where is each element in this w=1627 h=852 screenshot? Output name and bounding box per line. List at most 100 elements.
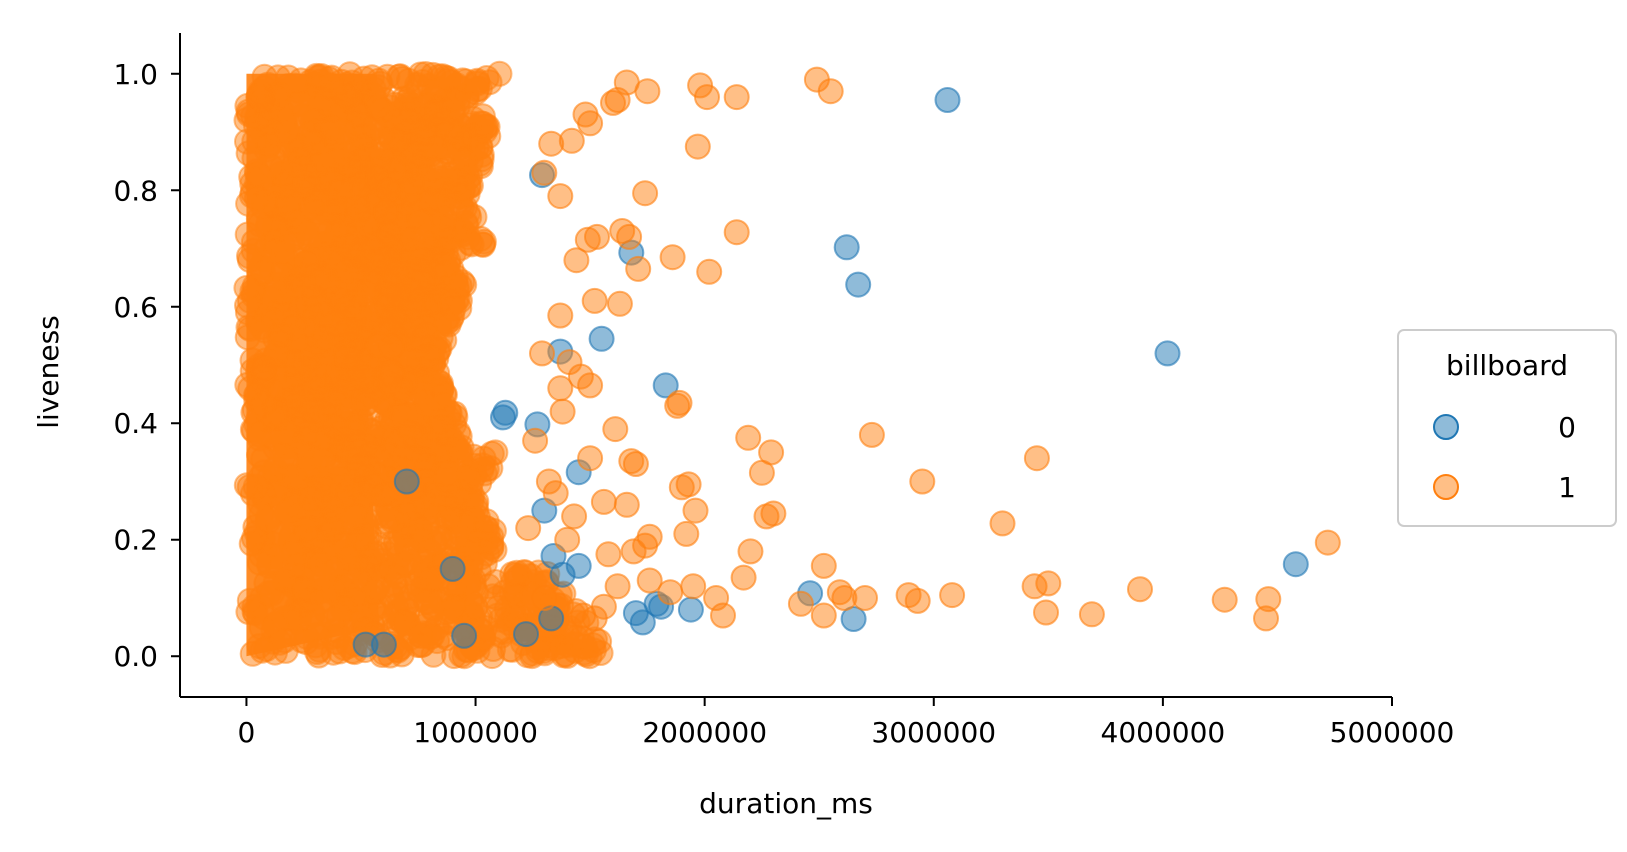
dense-point bbox=[247, 163, 274, 190]
dense-point bbox=[485, 594, 512, 621]
point-series-1 bbox=[522, 427, 549, 454]
dense-point bbox=[511, 559, 538, 586]
dense-point bbox=[303, 528, 330, 555]
dense-point bbox=[304, 639, 330, 665]
point-series-1 bbox=[989, 510, 1016, 537]
dense-point bbox=[352, 566, 379, 593]
point-series-0 bbox=[652, 372, 679, 399]
dense-point bbox=[284, 351, 310, 378]
dense-point bbox=[271, 107, 298, 134]
dense-point bbox=[488, 622, 515, 649]
dense-point bbox=[368, 415, 395, 442]
point-series-1 bbox=[673, 520, 700, 547]
x-tick-label: 5000000 bbox=[1330, 716, 1455, 749]
point-series-1 bbox=[547, 375, 574, 402]
point-series-1 bbox=[657, 579, 684, 606]
point-series-1 bbox=[710, 602, 736, 629]
dense-point bbox=[300, 565, 327, 592]
dense-point bbox=[407, 209, 434, 236]
point-series-0 bbox=[588, 325, 615, 352]
dense-point bbox=[377, 369, 404, 396]
point-series-0 bbox=[1282, 551, 1309, 578]
dense-point bbox=[379, 507, 406, 534]
dense-point bbox=[365, 67, 392, 94]
point-series-1 bbox=[1127, 576, 1153, 603]
dense-point bbox=[248, 86, 275, 113]
dense-point bbox=[241, 525, 267, 552]
dense-point bbox=[478, 440, 505, 467]
point-series-1 bbox=[748, 459, 775, 486]
point-series-1 bbox=[547, 302, 574, 329]
point-series-1 bbox=[602, 416, 629, 443]
dense-point bbox=[263, 612, 290, 639]
dense-point bbox=[312, 264, 339, 291]
dense-point bbox=[300, 129, 327, 156]
dense-point bbox=[378, 333, 405, 360]
dense-point bbox=[336, 233, 363, 260]
point-series-1 bbox=[939, 582, 966, 609]
point-series-1 bbox=[549, 398, 576, 425]
point-series-0 bbox=[451, 622, 478, 649]
point-series-1 bbox=[1033, 599, 1059, 626]
point-series-1 bbox=[590, 488, 617, 515]
dense-point bbox=[397, 420, 424, 447]
dense-point bbox=[315, 390, 342, 417]
dense-point bbox=[313, 324, 340, 351]
point-series-1 bbox=[577, 372, 604, 399]
point-series-1 bbox=[1211, 586, 1238, 613]
point-series-0 bbox=[439, 555, 466, 582]
point-series-1 bbox=[606, 290, 633, 317]
dense-point bbox=[384, 563, 411, 590]
dense-point bbox=[323, 504, 350, 531]
point-series-1 bbox=[810, 552, 837, 579]
dense-point bbox=[250, 446, 277, 473]
point-series-1 bbox=[675, 471, 702, 498]
point-series-0 bbox=[490, 404, 516, 431]
dense-point bbox=[286, 606, 312, 632]
dense-point bbox=[331, 83, 358, 109]
legend-title: billboard bbox=[1446, 349, 1568, 382]
y-tick-label: 0.2 bbox=[113, 524, 158, 557]
point-series-1 bbox=[531, 585, 558, 611]
point-series-1 bbox=[817, 78, 844, 105]
point-series-1 bbox=[1023, 445, 1050, 472]
point-series-1 bbox=[735, 424, 762, 451]
y-axis-label: liveness bbox=[32, 315, 65, 429]
point-series-1 bbox=[810, 602, 837, 629]
dense-point bbox=[373, 197, 399, 224]
dense-point bbox=[420, 641, 447, 668]
dense-point bbox=[290, 154, 317, 181]
point-series-0 bbox=[622, 600, 649, 627]
dense-point bbox=[440, 594, 467, 621]
point-series-1 bbox=[636, 567, 663, 594]
point-series-0 bbox=[677, 596, 704, 623]
dense-point bbox=[350, 364, 377, 391]
dense-point bbox=[335, 317, 362, 344]
dense-point bbox=[424, 75, 451, 102]
dense-point bbox=[382, 260, 409, 287]
point-series-1 bbox=[1035, 570, 1062, 597]
dense-point bbox=[374, 441, 401, 468]
data-points bbox=[352, 66, 1341, 658]
point-series-0 bbox=[1154, 340, 1181, 367]
dense-point bbox=[277, 496, 304, 523]
dense-point bbox=[461, 204, 488, 230]
point-series-1 bbox=[563, 247, 590, 274]
point-series-0 bbox=[934, 87, 961, 113]
legend: billboard 0 1 bbox=[1397, 329, 1617, 527]
dense-point bbox=[233, 275, 260, 301]
point-series-0 bbox=[370, 631, 397, 658]
point-series-1 bbox=[542, 480, 569, 507]
legend-marker-1 bbox=[1433, 474, 1459, 500]
y-tick-label: 0.6 bbox=[113, 291, 158, 324]
dense-point bbox=[250, 391, 277, 418]
dense-point bbox=[385, 282, 412, 309]
dense-point bbox=[435, 504, 462, 531]
dense-point bbox=[283, 383, 310, 410]
dense-point bbox=[310, 447, 337, 474]
point-series-1 bbox=[625, 255, 652, 282]
dense-point bbox=[421, 156, 448, 183]
dense-point bbox=[332, 595, 358, 622]
point-series-1 bbox=[852, 585, 878, 611]
dense-point bbox=[398, 170, 425, 196]
